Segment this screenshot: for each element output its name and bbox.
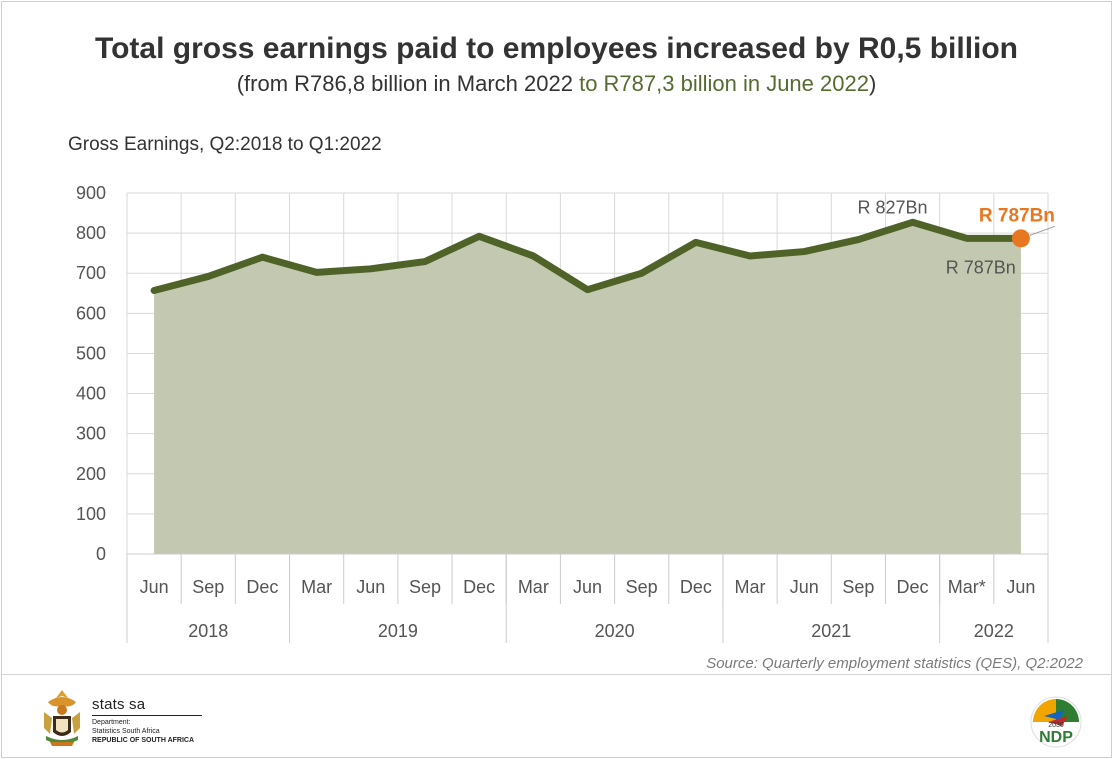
x-tick-label: Mar — [735, 577, 766, 597]
source-note: Source: Quarterly employment statistics … — [706, 655, 1083, 672]
x-tick-label: Jun — [573, 577, 602, 597]
annotation-leader — [1029, 225, 1056, 236]
x-tick-label: Dec — [897, 577, 929, 597]
y-tick-label: 0 — [96, 544, 106, 564]
data-point — [856, 237, 861, 242]
y-tick-label: 600 — [76, 303, 106, 323]
data-point — [964, 236, 969, 241]
ndp-text: NDP — [1039, 729, 1073, 746]
area-fill — [154, 222, 1021, 554]
y-tick-label: 900 — [76, 183, 106, 203]
x-tick-label: Jun — [356, 577, 385, 597]
highlight-marker — [1011, 229, 1030, 248]
value-annotation: R 787Bn — [946, 257, 1016, 277]
peak-annotation: R 827Bn — [858, 197, 928, 217]
earnings-area-chart: 0 100 200 300 400 500 600 700 800 900 Jun Sep Dec Mar… — [76, 183, 1056, 643]
chart-label: Gross Earnings, Q2:2018 to Q1:2022 — [68, 134, 382, 155]
y-tick-label: 400 — [76, 384, 106, 404]
data-point — [693, 240, 698, 245]
y-tick-label: 800 — [76, 223, 106, 243]
org-name: stats sa — [92, 696, 146, 713]
ndp-year: 2030 — [1048, 722, 1064, 729]
year-label: 2022 — [974, 621, 1014, 641]
subtitle-part-c: ) — [868, 71, 877, 96]
data-point — [639, 271, 644, 276]
y-tick-label: 700 — [76, 263, 106, 283]
data-point — [802, 249, 807, 254]
x-tick-label: Sep — [842, 577, 874, 597]
org-line-1: Department: — [92, 719, 131, 726]
y-tick-label: 200 — [76, 464, 106, 484]
x-tick-label: Dec — [246, 577, 278, 597]
year-label: 2018 — [188, 621, 228, 641]
year-label: 2021 — [811, 621, 851, 641]
x-tick-label: Jun — [140, 577, 169, 597]
x-tick-label: Dec — [680, 577, 712, 597]
y-tick-label: 100 — [76, 504, 106, 524]
data-point — [531, 253, 536, 258]
data-point — [910, 220, 915, 225]
footer-divider — [2, 674, 1111, 675]
x-tick-label: Mar — [301, 577, 332, 597]
logo-rule — [92, 715, 202, 716]
data-point — [368, 266, 373, 271]
subtitle-highlight: to R787,3 billion in June 2022 — [579, 71, 869, 96]
chart-subtitle: (from R786,8 billion in March 2022 to R7… — [2, 71, 1111, 97]
year-label: 2020 — [595, 621, 635, 641]
data-point — [585, 287, 590, 292]
data-point — [206, 274, 211, 279]
chart-title: Total gross earnings paid to employees i… — [94, 32, 1019, 65]
year-label: 2019 — [378, 621, 418, 641]
subtitle-part-a: (from R786,8 billion in March 2022 — [236, 71, 580, 96]
x-tick-label: Dec — [463, 577, 495, 597]
y-tick-label: 500 — [76, 343, 106, 363]
x-tick-label: Mar* — [948, 577, 986, 597]
x-tick-label: Sep — [626, 577, 658, 597]
data-point — [314, 270, 319, 275]
data-point — [748, 253, 753, 258]
x-tick-label: Jun — [1006, 577, 1035, 597]
data-point — [477, 234, 482, 239]
x-tick-label: Sep — [409, 577, 441, 597]
org-line-2: Statistics South Africa — [92, 728, 160, 735]
ndp-logo: 2030 NDP — [1030, 696, 1082, 748]
x-tick-label: Mar — [518, 577, 549, 597]
y-tick-label: 300 — [76, 424, 106, 444]
data-point — [260, 255, 265, 260]
x-tick-label: Jun — [790, 577, 819, 597]
x-tick-label: Sep — [192, 577, 224, 597]
coat-of-arms-icon — [44, 690, 80, 746]
highlight-annotation: R 787Bn — [979, 205, 1055, 226]
data-point — [152, 288, 157, 293]
stats-sa-logo: stats sa Department: Statistics South Af… — [92, 696, 202, 745]
org-line-3: REPUBLIC OF SOUTH AFRICA — [92, 737, 195, 744]
data-point — [422, 259, 427, 264]
